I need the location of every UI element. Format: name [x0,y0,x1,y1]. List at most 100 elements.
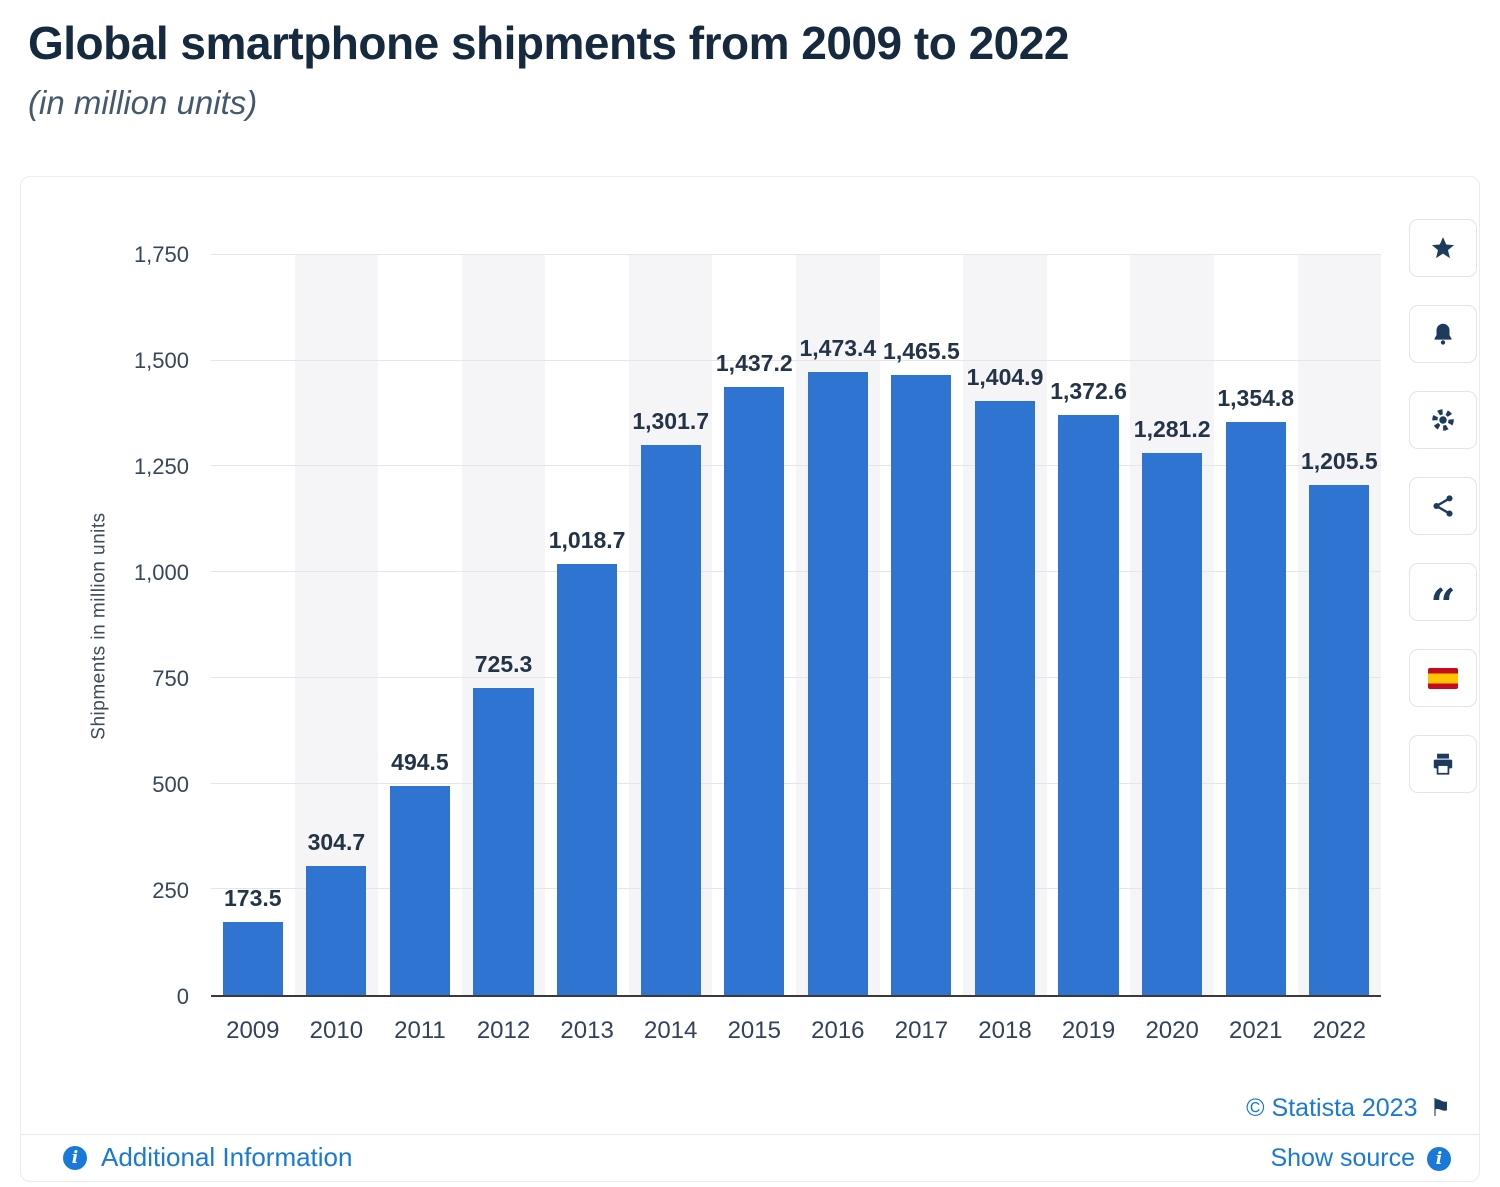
page-subtitle: (in million units) [28,84,258,121]
x-tick-label: 2010 [309,1017,364,1044]
flag-icon: ⚑ [1429,1095,1451,1122]
bar-value-label: 1,018.7 [548,527,626,554]
bar-value-label: 1,404.9 [966,363,1044,390]
gear-icon [1429,406,1457,434]
bar-value-label: 1,473.4 [799,334,877,361]
bar-column: 1,281.2 [1130,255,1214,995]
bar-columns: 173.5 304.7 494.5 725.3 1,018.7 1,301.7 1,437.… [211,255,1382,995]
bar-2013[interactable] [557,564,618,995]
star-icon [1430,235,1456,261]
bar-column: 1,372.6 [1047,255,1131,995]
info-icon: i [1427,1146,1451,1171]
bar-column: 173.5 [211,255,295,995]
bar-2012[interactable] [473,688,534,995]
print-icon [1430,751,1456,777]
gridline [211,888,1381,890]
bar-2018[interactable] [974,400,1036,995]
x-tick-label: 2014 [643,1017,698,1044]
info-icon: i [63,1145,87,1170]
bar-value-label: 725.3 [474,651,533,678]
bar-value-label: 1,354.8 [1217,385,1295,412]
y-tick-label: 1,250 [133,454,189,479]
page-header: Global smartphone shipments from 2009 to… [0,0,1500,122]
x-axis: 2009 2010 2011 2012 2013 2014 2015 2016 2017 2018… [211,1011,1381,1047]
bell-icon [1430,321,1456,347]
bar-2017[interactable] [891,375,952,995]
x-tick-label: 2020 [1145,1017,1199,1044]
x-tick-label: 2017 [894,1017,949,1044]
bar-2014[interactable] [640,444,701,995]
bar-2011[interactable] [389,785,451,995]
x-tick-label: 2013 [560,1017,614,1044]
cite-button[interactable]: “ [1409,563,1477,628]
settings-button[interactable] [1409,391,1477,449]
bar-column: 1,437.2 [712,255,796,995]
bar-column: 1,301.7 [628,255,713,995]
y-tick-label: 500 [152,772,189,797]
bar-value-label: 173.5 [224,884,282,911]
bar-2021[interactable] [1225,422,1286,995]
y-tick-label: 0 [176,984,189,1009]
x-tick-label: 2012 [476,1017,531,1044]
x-tick-label: 2011 [394,1017,446,1044]
bar-2020[interactable] [1142,453,1203,995]
bar-2016[interactable] [807,371,868,995]
x-tick-label: 2018 [978,1017,1032,1044]
plot-area: 173.5 304.7 494.5 725.3 1,018.7 1,301.7 1,437.… [211,254,1382,997]
bar-column: 1,404.9 [963,255,1047,995]
bar-value-label: 1,205.5 [1300,448,1378,475]
print-button[interactable] [1409,735,1477,793]
bar-2015[interactable] [724,387,785,995]
bar-2009[interactable] [222,921,283,995]
bar-value-label: 1,281.2 [1133,416,1211,443]
y-tick-label: 1,500 [133,348,189,373]
alert-button[interactable] [1409,305,1477,363]
bar-value-label: 304.7 [307,829,366,856]
x-tick-label: 2016 [811,1017,865,1044]
gridline [211,782,1381,784]
statista-copyright-link[interactable]: © Statista 2023 ⚑ [1246,1094,1451,1122]
bar-column: 1,018.7 [545,255,629,995]
bar-column: 1,205.5 [1297,255,1382,995]
chart-card: Shipments in million units 0 250 500 750 1,0… [20,176,1480,1182]
bar-2022[interactable] [1309,485,1370,995]
show-source-link[interactable]: Show source i [1270,1144,1451,1173]
y-axis-title: Shipments in million units [89,512,110,740]
y-tick-label: 1,750 [133,242,189,267]
bar-column: 1,465.5 [880,255,964,995]
bar-value-label: 494.5 [391,748,449,775]
bar-column: 725.3 [461,255,546,995]
y-tick-label: 1,000 [133,560,189,585]
bar-2019[interactable] [1058,414,1119,995]
bar-2010[interactable] [306,866,367,995]
gridline [211,254,1381,255]
y-axis: 0 250 500 750 1,000 1,250 1,500 1,750 [117,242,195,1009]
bar-value-label: 1,372.6 [1050,377,1127,404]
additional-information-link[interactable]: i Additional Information [63,1142,352,1173]
x-tick-label: 2021 [1229,1017,1283,1044]
x-tick-label: 2015 [727,1017,781,1044]
bar-value-label: 1,465.5 [883,338,960,365]
y-tick-label: 250 [152,878,189,903]
x-tick-label: 2019 [1061,1017,1116,1044]
language-button[interactable] [1409,649,1477,707]
bar-column: 1,473.4 [796,255,880,995]
gridline [211,571,1381,573]
x-tick-label: 2009 [226,1017,280,1044]
footer-divider [21,1134,1479,1135]
share-button[interactable] [1409,477,1477,535]
gridline [211,359,1381,361]
y-tick-label: 750 [152,666,189,691]
bar-column: 1,354.8 [1214,255,1298,995]
bar-value-label: 1,301.7 [632,407,710,434]
bar-value-label: 1,437.2 [715,350,793,377]
bar-column: 494.5 [378,255,462,995]
page-title: Global smartphone shipments from 2009 to… [28,17,1069,69]
share-icon [1430,493,1456,519]
bar-column: 304.7 [294,255,379,995]
gridline [211,676,1381,678]
x-tick-label: 2022 [1312,1017,1366,1044]
favorite-button[interactable] [1409,219,1477,277]
spanish-flag-icon [1428,667,1458,689]
gridline [211,465,1381,467]
